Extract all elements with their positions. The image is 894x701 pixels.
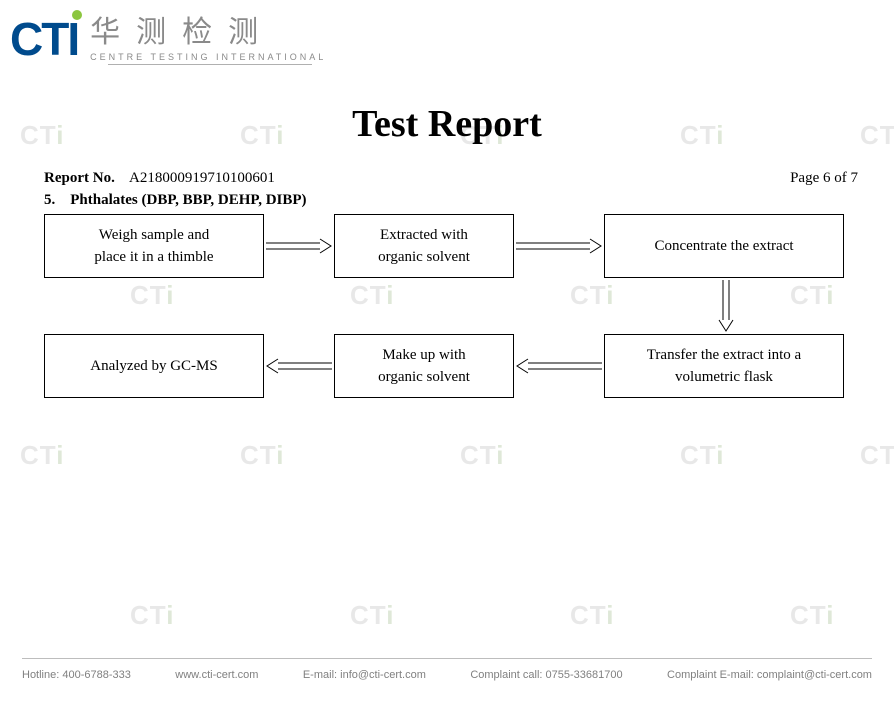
flow-node-n2: Extracted withorganic solvent [334, 214, 514, 278]
flow-node-n3: Concentrate the extract [604, 214, 844, 278]
footer-complaint-email: Complaint E-mail: complaint@cti-cert.com [667, 669, 872, 681]
arrow-left-icon [266, 358, 332, 374]
flow-node-n5: Make up withorganic solvent [334, 334, 514, 398]
report-number-value: A218000919710100601 [129, 170, 275, 186]
logo-chinese-block: 华测检测 CENTRE TESTING INTERNATIONAL [90, 16, 326, 62]
watermark-icon: CTi [570, 280, 614, 311]
watermark-icon: CTi [20, 440, 64, 471]
watermark-icon: CTi [350, 280, 394, 311]
logo-brand-text: CTI [10, 13, 78, 65]
watermark-icon: CTi [680, 440, 724, 471]
watermark-icon: CTi [350, 600, 394, 631]
logo-subtitle: CENTRE TESTING INTERNATIONAL [90, 52, 326, 62]
page-footer: Hotline: 400-6788-333 www.cti-cert.com E… [0, 658, 894, 681]
flow-node-n4: Transfer the extract into avolumetric fl… [604, 334, 844, 398]
watermark-icon: CTi [130, 280, 174, 311]
arrow-right-icon [516, 238, 602, 254]
section-title: 5. Phthalates (DBP, BBP, DEHP, DIBP) [44, 192, 307, 209]
footer-text-row: Hotline: 400-6788-333 www.cti-cert.com E… [22, 669, 872, 681]
arrow-left-icon [516, 358, 602, 374]
watermark-icon: CTi [460, 440, 504, 471]
watermark-icon: CTi [240, 440, 284, 471]
footer-divider [22, 658, 872, 659]
section-number: 5. [44, 192, 55, 208]
page-indicator: Page 6 of 7 [790, 170, 858, 187]
arrow-down-icon [718, 280, 734, 332]
logo-underline [108, 64, 312, 65]
footer-complaint-call: Complaint call: 0755-33681700 [470, 669, 622, 681]
watermark-icon: CTi [790, 280, 834, 311]
footer-hotline: Hotline: 400-6788-333 [22, 669, 131, 681]
arrow-right-icon [266, 238, 332, 254]
logo-chinese: 华测检测 [90, 18, 326, 48]
logo-dot-icon [72, 10, 82, 20]
watermark-icon: CTi [570, 600, 614, 631]
section-name: Phthalates (DBP, BBP, DEHP, DIBP) [70, 192, 306, 208]
footer-email: E-mail: info@cti-cert.com [303, 669, 426, 681]
flow-node-n6: Analyzed by GC-MS [44, 334, 264, 398]
page-title: Test Report [0, 102, 894, 146]
header-logo: CTI 华测检测 CENTRE TESTING INTERNATIONAL [10, 16, 326, 62]
report-number-label: Report No. [44, 170, 115, 186]
report-number-line: Report No. A218000919710100601 [44, 170, 275, 187]
logo-brand: CTI [10, 16, 78, 62]
footer-website: www.cti-cert.com [175, 669, 258, 681]
watermark-icon: CTi [860, 440, 894, 471]
watermark-icon: CTi [790, 600, 834, 631]
watermark-icon: CTi [130, 600, 174, 631]
flow-node-n1: Weigh sample andplace it in a thimble [44, 214, 264, 278]
page-root: CTiCTiCTiCTiCTiCTiCTiCTiCTiCTiCTiCTiCTiC… [0, 0, 894, 701]
